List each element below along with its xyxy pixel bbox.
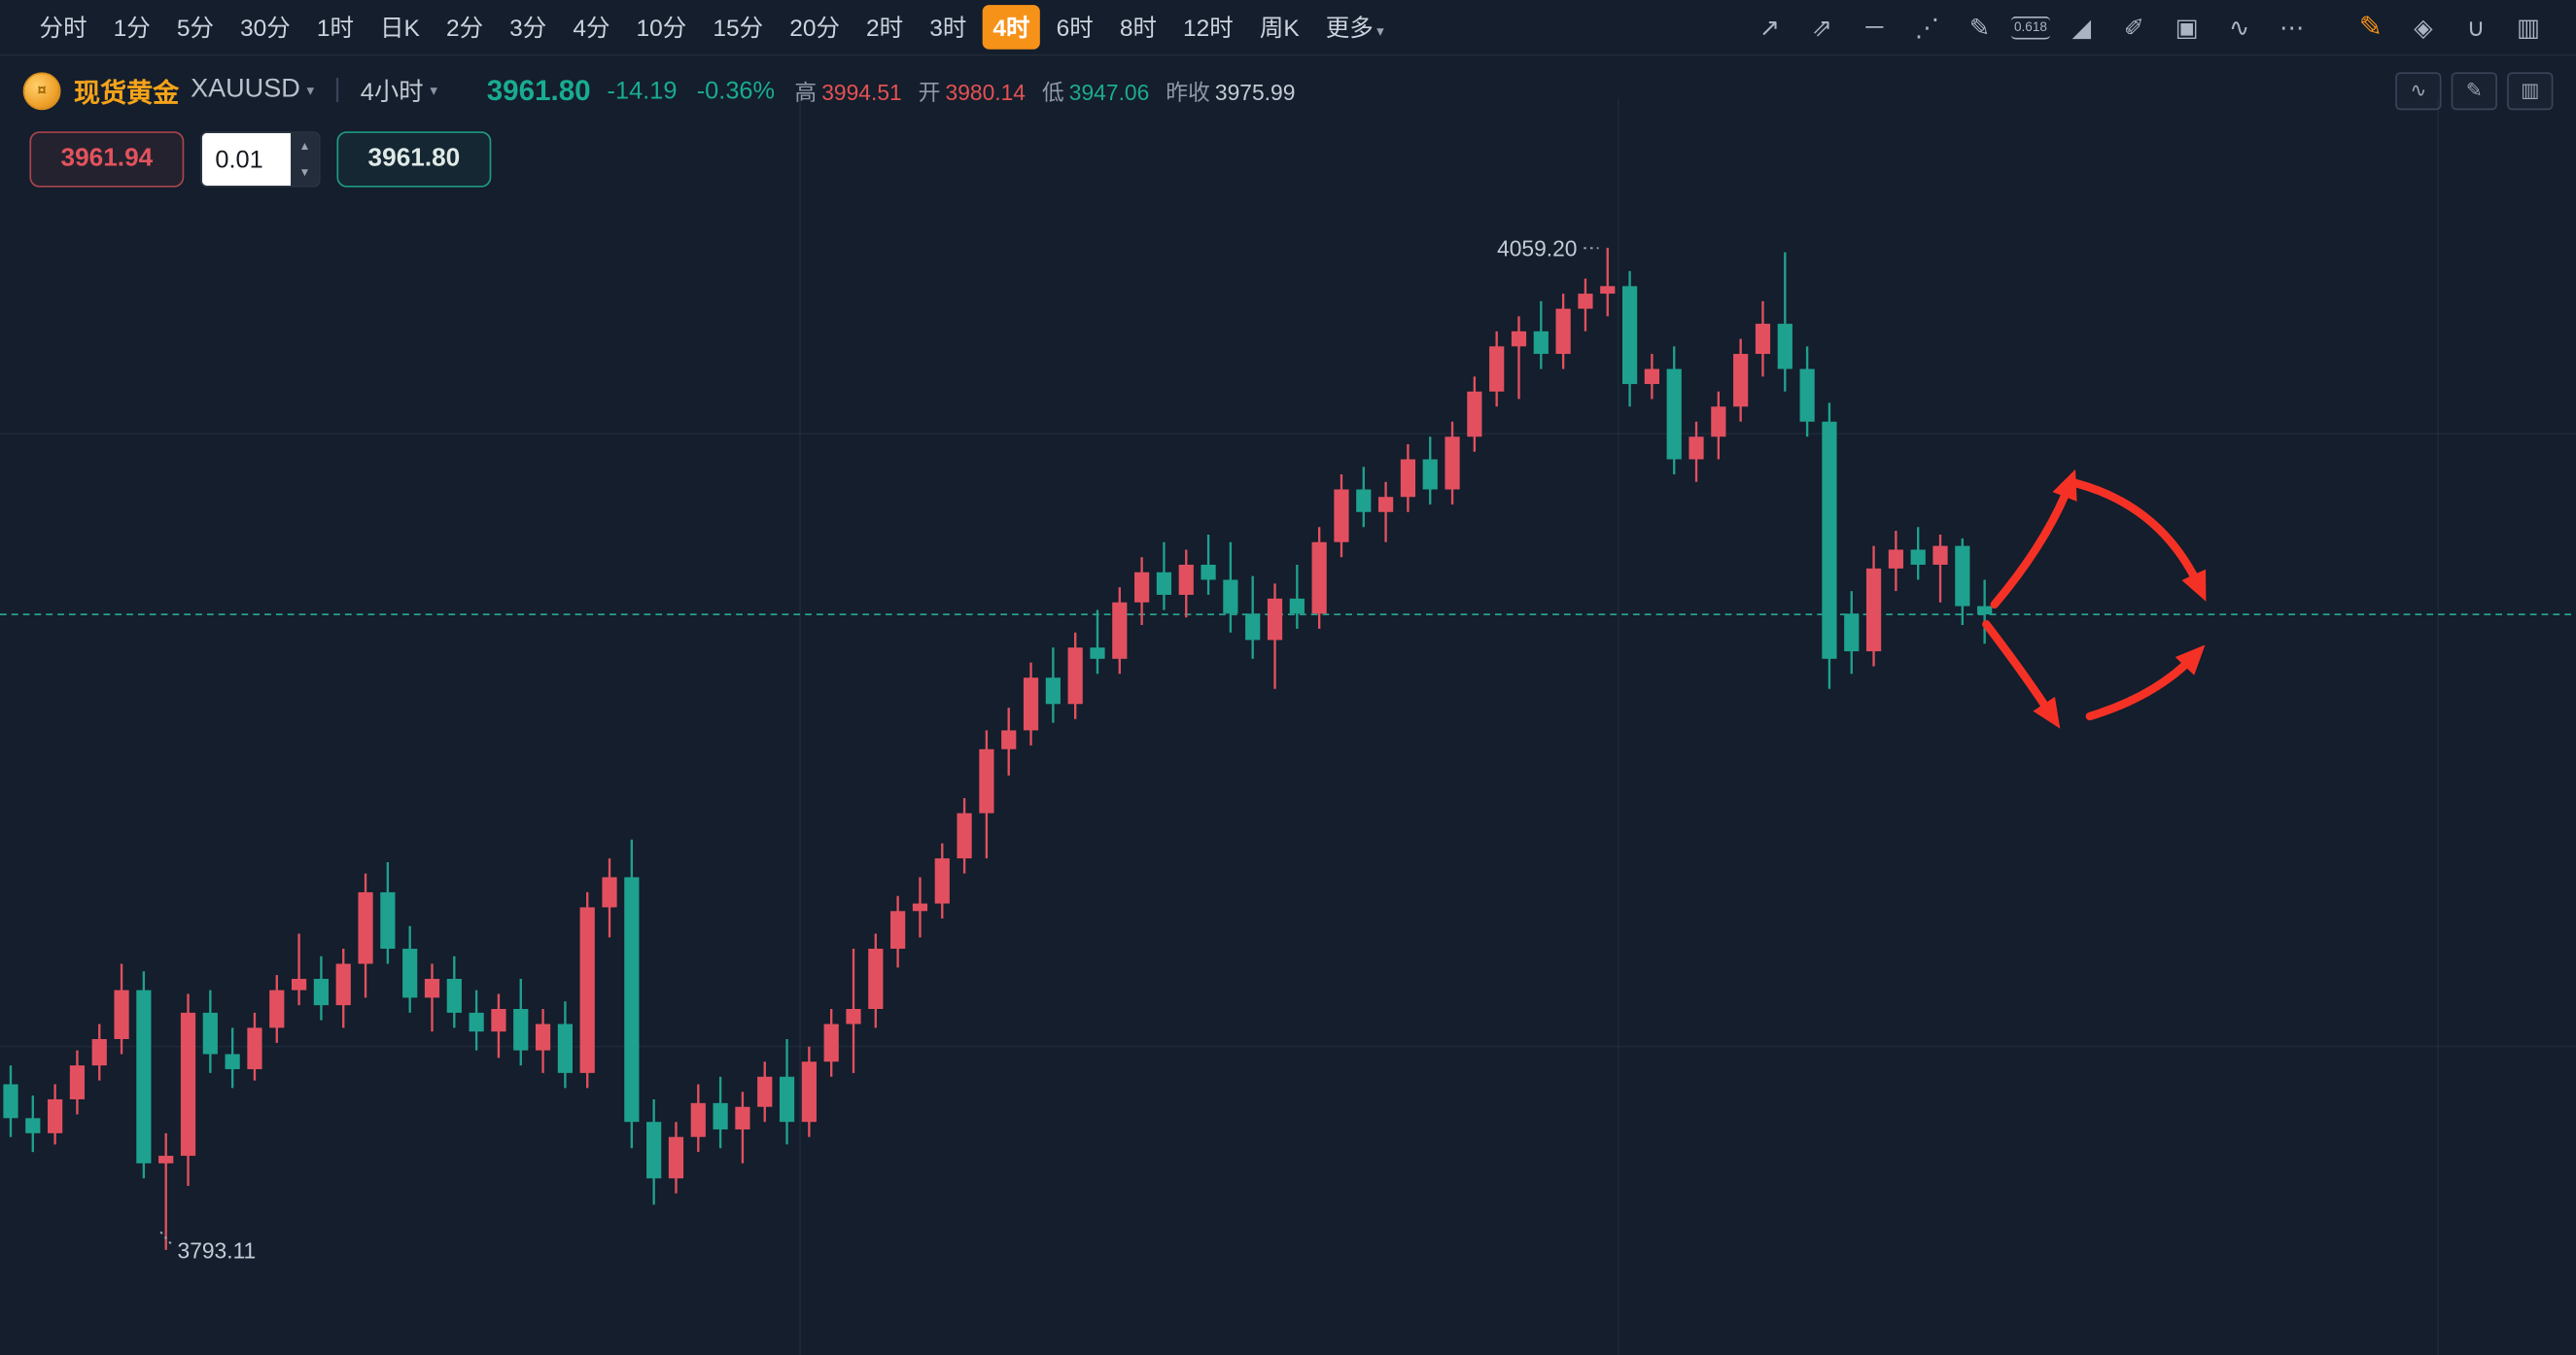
timeframe-10分[interactable]: 10分 [626, 5, 696, 50]
symbol-info-bar: ¤ 现货黄金 XAUUSD ▾ | 4小时 ▾ 3961.80 -14.19 -… [0, 55, 2576, 124]
timeframe-30分[interactable]: 30分 [230, 5, 300, 50]
stat-value: 3975.99 [1214, 80, 1296, 106]
sell-button[interactable]: 3961.94 [29, 131, 185, 188]
stat-value: 3980.14 [945, 80, 1027, 106]
timeframe-2时[interactable]: 2时 [856, 5, 913, 50]
price-change-percent: -0.36% [696, 76, 776, 105]
symbol-name[interactable]: 现货黄金 [74, 80, 180, 109]
price-change: -14.19 [607, 76, 678, 105]
timeframe-分时[interactable]: 分时 [29, 5, 96, 50]
stat-label: 昨收 [1166, 80, 1210, 106]
horizontal-line-icon[interactable]: ─ [1865, 13, 1884, 42]
timeframe-15分[interactable]: 15分 [703, 5, 773, 50]
top-toolbar: 分时 1分 5分 30分 1时 日K 2分 3分 4分 10分 15分 20分 2时 3时 4时 6时 8时 12… [0, 0, 2576, 56]
templates-icon[interactable]: ▥ [2517, 14, 2541, 43]
timeframe-2分[interactable]: 2分 [436, 5, 493, 50]
timeframe-5分[interactable]: 5分 [167, 5, 224, 50]
symbol-dropdown-caret[interactable]: ▾ [306, 81, 315, 98]
stat-value: 3947.06 [1068, 80, 1150, 106]
timeframe-更多[interactable]: 更多 ▾ [1316, 5, 1394, 50]
timeframe-8时[interactable]: 8时 [1110, 5, 1166, 50]
magnet-icon[interactable]: ∪ [2466, 14, 2486, 43]
arrow-ray-icon[interactable]: ⇗ [1811, 14, 1832, 43]
drawn-arrows-annotation[interactable] [1982, 469, 2207, 729]
lot-increase-button[interactable]: ▲ [298, 140, 311, 153]
gold-coin-icon: ¤ [22, 71, 61, 110]
stat-label: 开 [918, 80, 941, 106]
timeframe-日K[interactable]: 日K [370, 5, 430, 50]
low-price-label: 3793.11 [178, 1238, 257, 1264]
wave-indicator-icon[interactable]: ∿ [2228, 14, 2250, 43]
stat-高: 高 3994.51 [794, 74, 901, 107]
timeframe-1时[interactable]: 1时 [307, 5, 364, 50]
candles [3, 247, 1993, 1250]
lot-size-input[interactable] [201, 132, 292, 186]
buy-button[interactable]: 3961.80 [336, 131, 492, 188]
chart-grid [0, 98, 2576, 1355]
draw-tools-group: ↗ ⇗ ─ ⋰ ✎ 0.618 ◢ ✐ ▣ ∿ ⋯ [1748, 8, 2313, 48]
stat-低: 低 3947.06 [1042, 74, 1149, 107]
timeframe-4时[interactable]: 4时 [983, 5, 1040, 50]
price-extreme-labels: 4059.20 3793.11 [158, 236, 1599, 1264]
lot-decrease-button[interactable]: ▼ [298, 166, 311, 179]
symbol-code[interactable]: XAUUSD [191, 75, 300, 104]
timeframe-1分[interactable]: 1分 [103, 5, 159, 50]
timeframe-12时[interactable]: 12时 [1173, 5, 1243, 50]
current-timeframe[interactable]: 4小时 [360, 78, 424, 107]
stat-昨收: 昨收 3975.99 [1166, 74, 1295, 107]
eraser-icon[interactable]: ◈ [2414, 14, 2433, 43]
quick-order-widget: 3961.94 ▲ ▼ 3961.80 [29, 131, 492, 188]
volume-panel-icon[interactable]: ▥ [2507, 71, 2554, 110]
timeframe-dropdown-caret[interactable]: ▾ [430, 81, 438, 98]
lot-size-control: ▲ ▼ [200, 131, 321, 188]
high-price-label: 4059.20 [1497, 236, 1577, 261]
indicator-panel-icon[interactable]: ∿ [2395, 71, 2442, 110]
highlighter-icon[interactable]: ✐ [2123, 14, 2145, 43]
stat-label: 高 [794, 80, 818, 106]
timeframe-4分[interactable]: 4分 [563, 5, 619, 50]
stat-value: 3994.51 [821, 80, 902, 106]
more-tools-icon[interactable]: ⋯ [2280, 14, 2305, 43]
lot-stepper: ▲ ▼ [291, 132, 319, 186]
timeframe-20分[interactable]: 20分 [780, 5, 850, 50]
timeframe-周K[interactable]: 周K [1250, 5, 1309, 50]
object-tools-group: ✎ ◈ ∪ ▥ [2350, 8, 2550, 48]
trend-line-icon[interactable]: ↗ [1758, 14, 1780, 43]
last-price: 3961.80 [486, 73, 591, 107]
edit-annotation-icon[interactable]: ✎ [2358, 10, 2383, 43]
gann-fan-icon[interactable]: ◢ [2071, 14, 2092, 43]
stat-开: 开 3980.14 [919, 74, 1026, 107]
stat-label: 低 [1041, 80, 1064, 106]
price-stats: 高 3994.51 开 3980.14 低 3947.06 昨收 3975.99 [794, 74, 1295, 107]
timeframe-6时[interactable]: 6时 [1046, 5, 1102, 50]
chart-edit-icon[interactable]: ✎ [2451, 71, 2497, 110]
symbol-right-buttons: ∿ ✎ ▥ [2385, 71, 2554, 110]
trend-segment-icon[interactable]: ⋰ [1914, 14, 1940, 43]
timeframe-3时[interactable]: 3时 [920, 5, 976, 50]
timeframe-3分[interactable]: 3分 [500, 5, 556, 50]
separator: | [333, 75, 341, 104]
brush-icon[interactable]: ✎ [1968, 14, 1991, 43]
timeframe-bar: 分时 1分 5分 30分 1时 日K 2分 3分 4分 10分 15分 20分 2时 3时 4时 6时 8时 12… [29, 5, 1394, 50]
screenshot-icon[interactable]: ▣ [2175, 14, 2199, 43]
fibonacci-icon[interactable]: 0.618 [2010, 16, 2051, 39]
